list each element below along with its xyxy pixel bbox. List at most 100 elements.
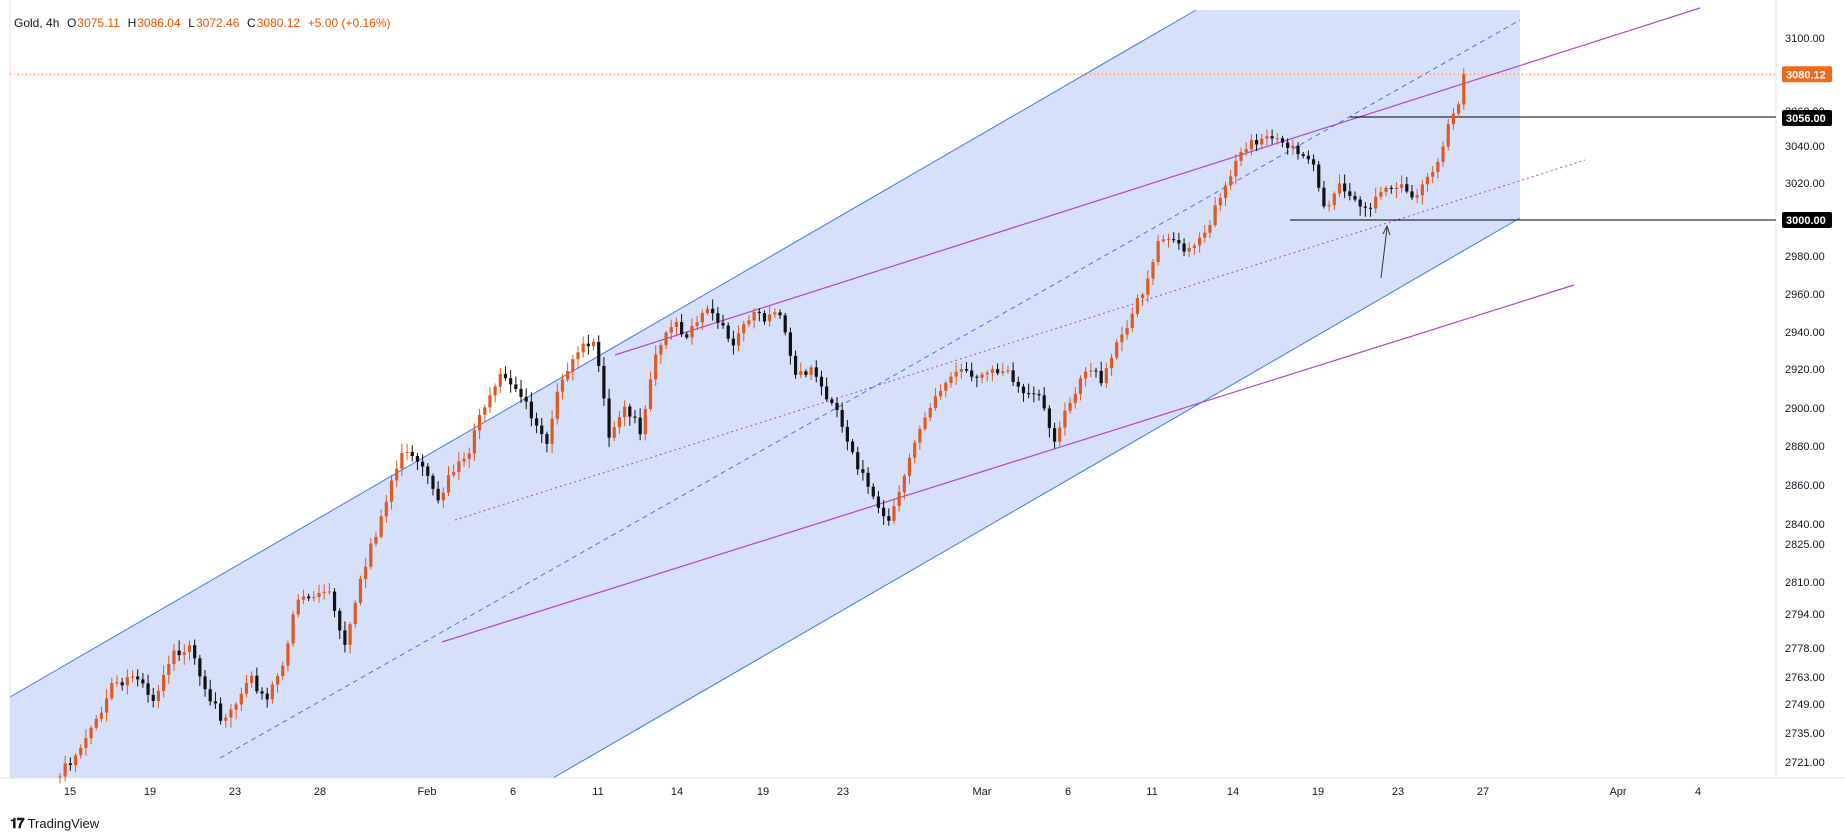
candle [1244,141,1248,156]
candle-body [213,701,217,704]
candle [1343,174,1347,199]
candle-body [343,630,347,645]
candle [301,589,306,605]
candle [975,374,979,388]
candle-body [73,755,78,765]
candle [550,409,554,454]
candle-body [483,407,487,415]
candle-body [705,308,710,313]
candle-body [1327,205,1331,207]
candle-body [788,332,792,356]
candle-body [768,314,772,322]
candle-body [814,367,818,377]
candle-body [1374,196,1378,209]
candle-body [928,407,932,418]
candle-body [1203,232,1207,238]
candle-body [949,376,953,383]
time-axis-label: 19 [144,786,156,798]
candle [674,317,679,337]
candle-body [959,369,963,372]
candle [892,500,896,525]
candle [208,679,212,706]
price-axis-label: 2778.00 [1785,643,1825,655]
candle-body [1431,171,1435,177]
candle-body [830,399,834,403]
candle [374,532,378,547]
candle-body [1125,328,1129,335]
candle-body [369,543,373,567]
candle [990,365,994,382]
candle [1208,220,1212,239]
candle [560,373,565,400]
candle-body [529,401,533,419]
candle-body [1368,207,1373,209]
candle-body [519,388,523,397]
candle [457,452,461,480]
candle [1327,200,1331,212]
candle-body [441,492,445,501]
candle [736,325,741,352]
candle-body [203,676,207,690]
candle [571,354,575,381]
time-axis-label: Mar [973,786,992,798]
candle [861,460,865,481]
brand-name: TradingView [27,816,100,831]
candle [446,466,451,497]
tradingview-brand[interactable]: 𝟏𝟕 TradingView [10,815,99,832]
candle-body [1296,145,1300,155]
candle-body [94,718,98,728]
close-label: C [247,16,256,30]
candle-body [1265,136,1269,139]
candle-body [255,675,259,692]
candle [555,383,559,425]
candle [68,757,72,771]
annotation-arrowhead-icon [1382,224,1391,236]
candle-body [1115,342,1119,358]
candle-body [897,492,901,507]
symbol-label[interactable]: Gold, 4h [14,16,60,30]
candle-body [141,679,145,684]
candle-body [1109,357,1114,369]
candle [907,453,912,484]
candle [1135,294,1140,318]
candle [1368,203,1373,217]
candle-body [902,475,906,493]
candle-body [260,691,264,694]
candle-body [835,402,839,410]
candle-body [669,327,673,333]
time-axis-label: 14 [671,786,683,798]
candle [970,362,974,382]
candle-body [685,334,689,338]
candle-body [514,384,518,389]
time-axis-label: 28 [314,786,326,798]
time-axis[interactable]: 15 19 23 28 Feb 6 11 14 19 23 Mar 6 11 14 19 23 27 Apr 4 [64,786,1701,798]
candle-body [1078,378,1083,394]
candle [379,509,383,539]
candle-body [980,374,984,378]
candle [130,670,135,683]
candle [1249,134,1253,156]
candle-body [317,592,321,598]
candle-body [659,345,663,355]
candle [462,452,466,467]
candle-body [809,367,813,375]
candle-body [612,427,616,438]
price-axis-label: 2960.00 [1785,289,1825,301]
candle-body [239,693,243,705]
candle [296,594,300,618]
candle-body [674,321,679,328]
candle-body [374,536,378,544]
candle [384,494,388,523]
candle [793,350,798,379]
candle-body [130,676,135,678]
candle-body [1073,393,1077,404]
candle [1415,188,1419,204]
candle [778,309,782,319]
candle [1348,183,1352,201]
candle-body [281,665,285,677]
support-trendline [441,284,1575,643]
price-axis[interactable]: 3100.003060.003040.003020.003000.002980.… [1782,33,1832,769]
candle [1047,405,1051,438]
candle [866,467,870,494]
